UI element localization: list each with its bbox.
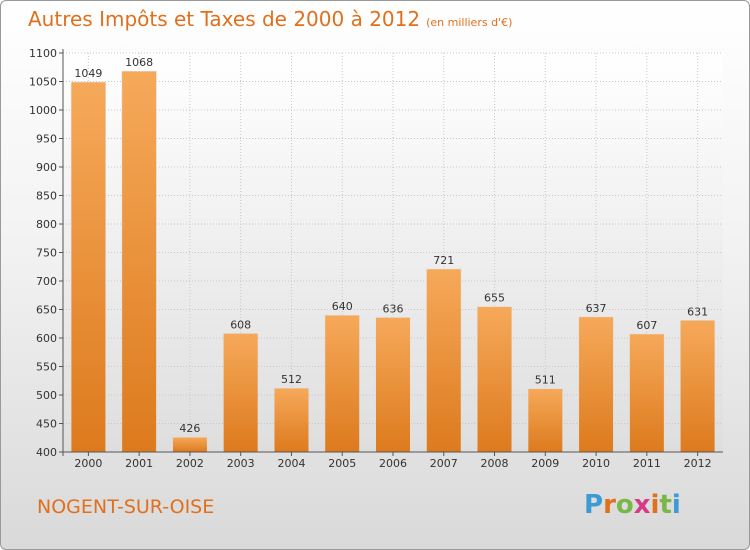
bar xyxy=(527,388,563,453)
bar xyxy=(324,314,360,453)
chart-unit: (en milliers d'€) xyxy=(426,16,513,29)
bar-value-label: 631 xyxy=(687,305,708,318)
y-tick-label: 450 xyxy=(36,418,57,431)
proxiti-logo-letter: i xyxy=(671,490,681,520)
y-tick-label: 550 xyxy=(36,361,57,374)
y-tick-label: 850 xyxy=(36,190,57,203)
bar-value-label: 512 xyxy=(281,373,302,386)
bar xyxy=(680,320,716,453)
proxiti-logo-letter: x xyxy=(633,490,651,520)
bar-value-label: 721 xyxy=(433,254,454,267)
y-tick-label: 1050 xyxy=(29,76,57,89)
proxiti-logo-letter: P xyxy=(584,490,604,520)
bar xyxy=(426,268,462,453)
y-tick-label: 1000 xyxy=(29,104,57,117)
x-tick-label: 2011 xyxy=(633,457,661,470)
x-tick-label: 2003 xyxy=(227,457,255,470)
bar xyxy=(172,436,208,453)
proxiti-logo-letter: t xyxy=(659,490,672,520)
bar-value-label: 511 xyxy=(535,374,556,387)
y-tick-label: 1100 xyxy=(29,47,57,60)
bar xyxy=(629,333,665,453)
x-tick-label: 2001 xyxy=(125,457,153,470)
bar-value-label: 608 xyxy=(230,318,251,331)
x-tick-label: 2008 xyxy=(481,457,509,470)
bar-value-label: 637 xyxy=(586,302,607,315)
chart-title: Autres Impôts et Taxes de 2000 à 2012 (en… xyxy=(28,7,512,31)
bar xyxy=(375,317,411,453)
city-name: NOGENT-SUR-OISE xyxy=(37,496,215,518)
bar-value-label: 1049 xyxy=(74,67,102,80)
proxiti-logo-letter: i xyxy=(650,490,660,520)
x-tick-label: 2000 xyxy=(74,457,102,470)
bar-value-label: 640 xyxy=(332,300,353,313)
y-tick-label: 650 xyxy=(36,304,57,317)
bar xyxy=(121,70,157,453)
bar-value-label: 655 xyxy=(484,292,505,305)
x-tick-label: 2005 xyxy=(328,457,356,470)
x-tick-label: 2010 xyxy=(582,457,610,470)
bar xyxy=(223,333,259,453)
proxiti-logo-letter: r xyxy=(603,490,616,520)
x-tick-label: 2012 xyxy=(684,457,712,470)
y-tick-label: 800 xyxy=(36,218,57,231)
bar-value-label: 636 xyxy=(383,302,404,315)
proxiti-logo: Proxiti xyxy=(584,490,681,520)
bar-value-label: 607 xyxy=(636,319,657,332)
bar xyxy=(578,316,614,453)
x-tick-label: 2009 xyxy=(531,457,559,470)
bar xyxy=(477,306,513,453)
x-tick-label: 2004 xyxy=(277,457,305,470)
y-tick-label: 950 xyxy=(36,133,57,146)
y-tick-label: 400 xyxy=(36,446,57,459)
y-tick-label: 600 xyxy=(36,332,57,345)
y-tick-label: 500 xyxy=(36,389,57,402)
x-tick-label: 2007 xyxy=(430,457,458,470)
y-tick-label: 750 xyxy=(36,247,57,260)
chart-title-text: Autres Impôts et Taxes de 2000 à 2012 xyxy=(28,7,421,31)
bar xyxy=(70,81,106,453)
bar-value-label: 426 xyxy=(179,422,200,435)
x-tick-label: 2002 xyxy=(176,457,204,470)
proxiti-logo-letter: o xyxy=(615,490,634,520)
y-tick-label: 900 xyxy=(36,161,57,174)
y-tick-label: 700 xyxy=(36,275,57,288)
x-tick-label: 2006 xyxy=(379,457,407,470)
bar xyxy=(273,387,309,453)
bar-value-label: 1068 xyxy=(125,56,153,69)
